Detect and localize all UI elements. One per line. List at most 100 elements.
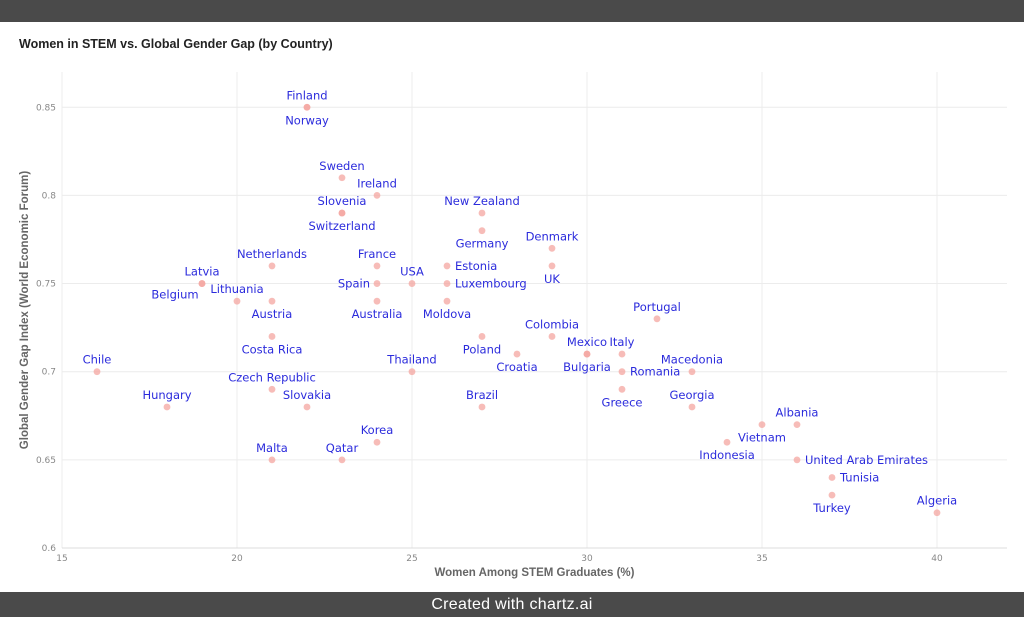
data-point[interactable] (443, 297, 451, 305)
point-label: Malta (256, 441, 288, 455)
data-point[interactable] (373, 192, 381, 199)
data-point[interactable] (408, 368, 416, 376)
point-label: Poland (463, 342, 501, 356)
y-tick-label: 0.75 (36, 280, 56, 290)
point-label: Portugal (633, 300, 681, 314)
x-tick-label: 15 (56, 554, 67, 564)
data-point[interactable] (338, 456, 346, 464)
data-point[interactable] (548, 244, 556, 252)
point-label: Austria (252, 307, 293, 321)
data-point[interactable] (338, 174, 346, 182)
point-label: Spain (338, 277, 370, 291)
point-label: Moldova (423, 307, 471, 321)
point-label: New Zealand (444, 194, 520, 208)
point-label: Tunisia (839, 470, 879, 484)
data-point[interactable] (268, 297, 276, 305)
point-labels: Finland Norway Sweden Ireland Slovenia Switze… (83, 88, 958, 515)
data-point[interactable] (688, 368, 696, 376)
point-label: Mexico (567, 335, 607, 349)
point-label: Luxembourg (455, 277, 527, 291)
data-point[interactable] (513, 350, 521, 358)
point-label: Albania (776, 406, 819, 420)
data-point[interactable] (373, 297, 381, 305)
x-axis-title: Women Among STEM Graduates (%) (435, 567, 635, 579)
data-point[interactable] (373, 280, 381, 287)
data-point[interactable] (478, 333, 486, 340)
data-point[interactable] (688, 403, 696, 411)
x-tick-label: 20 (231, 554, 243, 564)
data-point[interactable] (793, 421, 801, 428)
data-point[interactable] (653, 315, 661, 323)
data-point[interactable] (338, 209, 346, 217)
point-label: Georgia (669, 388, 714, 402)
footer-credit: Created with chartz.ai (0, 592, 1024, 617)
data-point[interactable] (163, 403, 171, 411)
point-label: Italy (610, 335, 635, 349)
data-point[interactable] (618, 385, 626, 393)
y-tick-label: 0.6 (42, 544, 57, 554)
data-point[interactable] (828, 474, 836, 481)
y-tick-label: 0.65 (36, 456, 56, 466)
chart-title: Women in STEM vs. Global Gender Gap (by … (19, 37, 333, 51)
point-label: Lithuania (210, 282, 263, 296)
point-label: Australia (352, 307, 403, 321)
data-point[interactable] (933, 509, 941, 517)
point-label: Germany (456, 237, 509, 251)
data-point[interactable] (793, 456, 801, 464)
point-label: Belgium (151, 288, 198, 302)
data-point[interactable] (618, 350, 626, 358)
data-point[interactable] (478, 227, 486, 235)
data-point[interactable] (268, 262, 276, 270)
point-label: France (358, 247, 396, 261)
point-label: Ireland (357, 176, 397, 190)
point-label: Greece (602, 395, 643, 409)
data-point[interactable] (373, 262, 381, 270)
point-label: Romania (630, 365, 680, 379)
point-label: Slovakia (283, 388, 331, 402)
data-point[interactable] (478, 209, 486, 217)
data-point[interactable] (233, 297, 241, 305)
point-label: Chile (83, 353, 112, 367)
data-point[interactable] (548, 333, 556, 340)
data-point[interactable] (303, 103, 311, 111)
point-label: Norway (285, 113, 329, 127)
data-point[interactable] (303, 403, 311, 411)
data-point[interactable] (618, 368, 626, 376)
x-tick-label: 35 (756, 554, 767, 564)
point-label: Qatar (326, 441, 359, 455)
point-label: Sweden (319, 159, 364, 173)
data-point[interactable] (758, 421, 766, 428)
data-point[interactable] (443, 262, 451, 270)
data-point[interactable] (408, 280, 416, 287)
y-tick-label: 0.8 (42, 191, 57, 201)
y-axis-title: Global Gender Gap Index (World Economic … (19, 171, 31, 450)
point-label: Estonia (455, 259, 497, 273)
data-point[interactable] (548, 262, 556, 270)
point-label: Vietnam (738, 431, 786, 445)
point-label: Czech Republic (228, 370, 316, 384)
data-point[interactable] (268, 333, 276, 340)
data-point[interactable] (443, 280, 451, 287)
chart-card: Women in STEM vs. Global Gender Gap (by … (0, 22, 1024, 592)
data-point[interactable] (583, 350, 591, 358)
point-label: Switzerland (308, 219, 375, 233)
point-label: Brazil (466, 388, 498, 402)
x-axis-ticks: 15 20 25 30 35 40 (56, 554, 943, 564)
data-point[interactable] (93, 368, 101, 376)
data-point[interactable] (373, 438, 381, 446)
data-point[interactable] (268, 456, 276, 464)
data-point[interactable] (268, 385, 276, 393)
point-label: Bulgaria (563, 360, 611, 374)
point-label: Slovenia (318, 194, 367, 208)
point-label: Netherlands (237, 247, 307, 261)
data-point[interactable] (723, 438, 731, 446)
point-label: Finland (286, 88, 327, 102)
point-label: Croatia (496, 360, 537, 374)
data-point[interactable] (198, 280, 206, 287)
point-label: Costa Rica (242, 342, 303, 356)
data-point[interactable] (478, 403, 486, 411)
data-point[interactable] (828, 491, 836, 499)
x-tick-label: 30 (581, 554, 593, 564)
point-label: Macedonia (661, 353, 723, 367)
point-label: Turkey (812, 501, 851, 515)
